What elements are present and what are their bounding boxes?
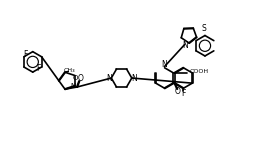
Text: O: O [175,87,181,96]
Text: N: N [182,41,188,50]
Text: O: O [72,75,77,81]
Text: N: N [131,74,137,83]
Text: O: O [78,74,83,83]
Text: COOH: COOH [190,69,209,74]
Text: N: N [162,60,167,69]
Text: F: F [23,50,28,59]
Text: S: S [201,24,206,33]
Text: CH₃: CH₃ [64,68,76,73]
Text: N: N [106,74,112,83]
Text: N: N [70,83,75,89]
Text: F: F [181,89,185,98]
Text: F: F [36,64,40,73]
